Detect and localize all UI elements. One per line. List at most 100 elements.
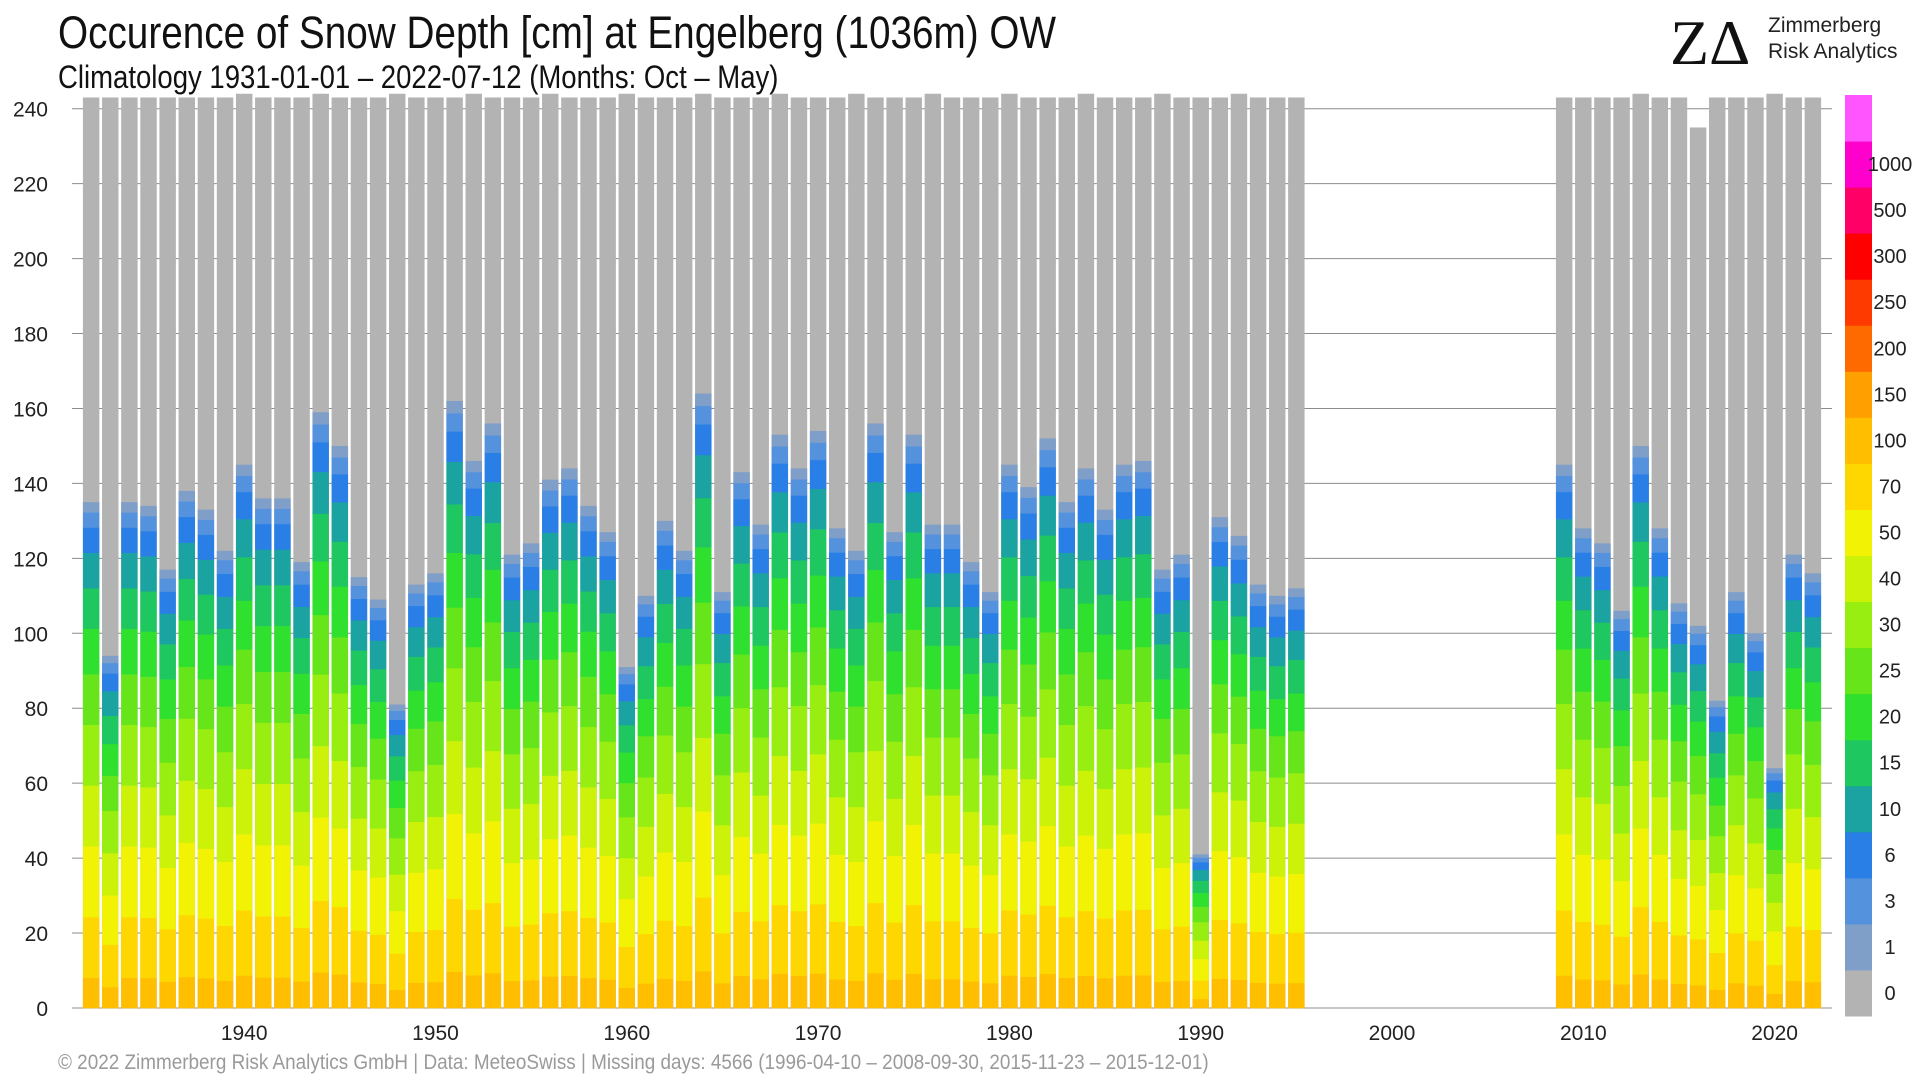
bar-segment-50cm	[408, 872, 425, 933]
bar-segment-1cm	[1613, 610, 1630, 620]
bar-segment-30cm	[886, 741, 903, 799]
bar-segment-6cm	[82, 527, 100, 554]
bar-segment-1cm	[886, 532, 903, 542]
bar-segment-25cm	[580, 676, 597, 728]
bar-segment-3cm	[484, 435, 502, 454]
colorbar-swatch	[1845, 739, 1872, 787]
bar-segment-100cm	[1249, 982, 1267, 1009]
bar-segment-25cm	[752, 688, 769, 738]
bar-segment-3cm	[599, 541, 616, 557]
bar-segment-10cm	[982, 633, 999, 664]
bar-segment-20cm	[1670, 704, 1688, 742]
colorbar-label: 3	[1884, 891, 1895, 913]
bar-segment-6cm	[331, 474, 349, 503]
bar-segment-30cm	[1058, 724, 1076, 786]
bar-segment-6cm	[1001, 491, 1018, 520]
bar-segment-20cm	[446, 552, 463, 608]
bar-segment-20cm	[1268, 698, 1286, 737]
bar-segment-15cm	[599, 613, 616, 652]
bar-segment-70cm	[1135, 909, 1152, 976]
bar-segment-25cm	[828, 691, 846, 740]
bar-segment-15cm	[1575, 609, 1592, 649]
colorbar-swatch	[1845, 785, 1872, 833]
bar-segment-20cm	[962, 673, 980, 715]
bar-segment-3cm	[408, 593, 425, 607]
bar-segment-70cm	[1785, 926, 1802, 982]
bar-segment-25cm	[695, 602, 712, 665]
bar-segment-40cm	[178, 780, 196, 843]
bar-segment-15cm	[1135, 553, 1152, 599]
bar-segment-100cm	[1039, 973, 1056, 1009]
colorbar-label: 10	[1879, 799, 1901, 821]
bar-segment-6cm	[1288, 609, 1305, 631]
bar-segment-6cm	[1230, 559, 1248, 584]
bar-segment-100cm	[962, 981, 980, 1009]
bar-segment-25cm	[561, 651, 578, 707]
bar-segment-3cm	[1689, 633, 1707, 646]
bar-segment-10cm	[1804, 616, 1822, 648]
bar-segment-10cm	[542, 532, 559, 570]
bar-segment-50cm	[1154, 867, 1171, 930]
bar-segment-3cm	[924, 534, 942, 550]
bar-segment-10cm	[331, 502, 349, 542]
bar-segment-10cm	[178, 542, 196, 580]
bar-segment-10cm	[446, 461, 463, 505]
colorbar-swatch	[1845, 95, 1872, 142]
bar-segment-50cm	[599, 855, 616, 923]
bar-segment-3cm	[675, 560, 693, 575]
bar-segment-70cm	[905, 904, 922, 974]
bar-segment-50cm	[1747, 888, 1764, 941]
bar-segment-100cm	[1230, 979, 1248, 1009]
bar-segment-15cm	[102, 715, 119, 745]
bar-segment-3cm	[159, 578, 176, 592]
bar-segment-6cm	[140, 531, 157, 557]
x-tick-label: 1960	[603, 1022, 650, 1045]
bar-segment-40cm	[1670, 829, 1688, 879]
bar-segment-30cm	[446, 668, 463, 742]
bar-segment-1cm	[1154, 569, 1171, 579]
bar-segment-10cm	[1670, 643, 1688, 673]
bar-segment-1cm	[465, 460, 482, 473]
bar-segment-10cm	[1249, 626, 1267, 657]
bar-segment-40cm	[695, 737, 712, 812]
bar-segment-20cm	[809, 575, 827, 628]
bar-segment-6cm	[561, 495, 578, 523]
bar-segment-20cm	[924, 645, 942, 690]
bar-segment-3cm	[828, 537, 846, 553]
bar-segment-20cm	[618, 752, 636, 784]
bar-segment-50cm	[178, 842, 196, 916]
bar-segment-3cm	[1077, 479, 1095, 496]
bar-segment-15cm	[580, 591, 597, 632]
bar-segment-1cm	[752, 524, 769, 535]
bar-segment-70cm	[102, 944, 119, 988]
logo-name: Zimmerberg	[1768, 14, 1882, 37]
bar-segment-25cm	[1747, 760, 1764, 799]
bar-segment-30cm	[503, 754, 521, 809]
bar-segment-40cm	[331, 760, 349, 829]
bar-segment-15cm	[695, 497, 712, 548]
bar-segment-20cm	[408, 690, 425, 729]
bar-segment-50cm	[197, 848, 215, 919]
bar-segment-100cm	[255, 977, 272, 1009]
bar-segment-25cm	[656, 686, 674, 736]
bar-segment-30cm	[848, 752, 865, 808]
bar-segment-6cm	[1594, 566, 1611, 591]
bar-segment-70cm	[235, 910, 253, 976]
bar-segment-25cm	[1575, 691, 1592, 740]
bar-segment-10cm	[618, 701, 636, 726]
bar-segment-15cm	[331, 541, 349, 587]
bar-segment-70cm	[140, 917, 157, 979]
bar-segment-40cm	[1230, 800, 1248, 858]
bar-segment-30cm	[943, 737, 961, 796]
bar-segment-1cm	[982, 592, 999, 601]
bar-segment-40cm	[1594, 803, 1611, 860]
bar-segment-50cm	[484, 820, 502, 904]
bar-segment-10cm	[1268, 637, 1286, 667]
bar-segment-25cm	[771, 629, 789, 688]
bar-segment-50cm	[656, 852, 674, 921]
bar-segment-3cm	[1039, 449, 1056, 468]
bar-segment-40cm	[809, 754, 827, 824]
bar-segment-20cm	[580, 631, 597, 677]
bar-segment-40cm	[1575, 796, 1592, 855]
bar-segment-20cm	[828, 648, 846, 692]
